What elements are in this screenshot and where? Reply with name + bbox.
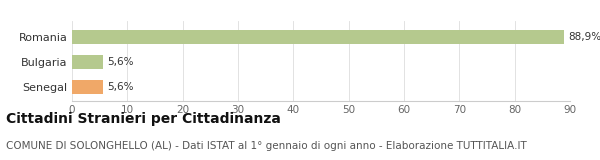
Bar [72, 80, 103, 94]
Text: Cittadini Stranieri per Cittadinanza: Cittadini Stranieri per Cittadinanza [6, 112, 281, 126]
Text: 5,6%: 5,6% [107, 82, 134, 92]
Text: COMUNE DI SOLONGHELLO (AL) - Dati ISTAT al 1° gennaio di ogni anno - Elaborazion: COMUNE DI SOLONGHELLO (AL) - Dati ISTAT … [6, 141, 527, 151]
Bar [72, 30, 564, 44]
Bar [72, 55, 103, 69]
Legend: Europa, Africa: Europa, Africa [260, 0, 382, 3]
Text: 88,9%: 88,9% [568, 32, 600, 42]
Text: 5,6%: 5,6% [107, 57, 134, 67]
